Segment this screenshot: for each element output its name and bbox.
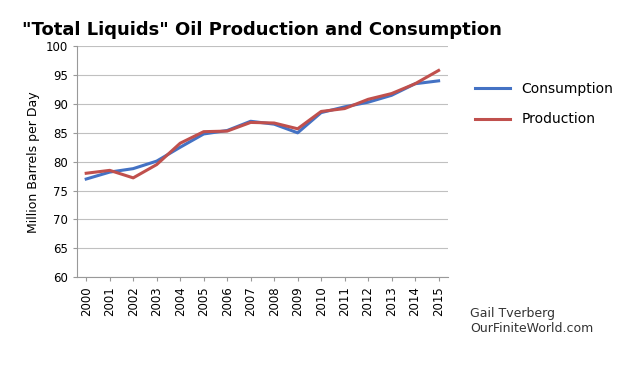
Consumption: [340, 104, 348, 109]
Consumption: [317, 110, 325, 115]
Consumption: [153, 159, 161, 163]
Production: [294, 126, 301, 131]
Production: [340, 106, 348, 111]
Production: [247, 120, 255, 125]
Consumption: [106, 170, 113, 174]
Production: [200, 129, 207, 134]
Production: [177, 141, 184, 146]
Consumption: [247, 119, 255, 124]
Title: "Total Liquids" Oil Production and Consumption: "Total Liquids" Oil Production and Consu…: [22, 21, 502, 39]
Production: [364, 97, 372, 102]
Production: [106, 168, 113, 172]
Consumption: [129, 166, 137, 171]
Consumption: [364, 100, 372, 105]
Production: [129, 176, 137, 180]
Production: [223, 129, 231, 133]
Production: [388, 91, 396, 96]
Consumption: [412, 82, 419, 86]
Consumption: [83, 177, 90, 181]
Production: [153, 162, 161, 167]
Production: [270, 121, 278, 125]
Production: [83, 171, 90, 176]
Text: Gail Tverberg
OurFiniteWorld.com: Gail Tverberg OurFiniteWorld.com: [470, 307, 594, 335]
Consumption: [435, 79, 442, 83]
Line: Consumption: Consumption: [86, 81, 438, 179]
Production: [317, 109, 325, 114]
Y-axis label: Million Barrels per Day: Million Barrels per Day: [27, 91, 40, 233]
Consumption: [270, 122, 278, 126]
Line: Production: Production: [86, 70, 438, 178]
Consumption: [294, 131, 301, 135]
Legend: Consumption, Production: Consumption, Production: [470, 76, 619, 132]
Consumption: [223, 128, 231, 133]
Consumption: [200, 132, 207, 136]
Production: [435, 68, 442, 73]
Consumption: [177, 145, 184, 149]
Production: [412, 82, 419, 86]
Consumption: [388, 93, 396, 97]
